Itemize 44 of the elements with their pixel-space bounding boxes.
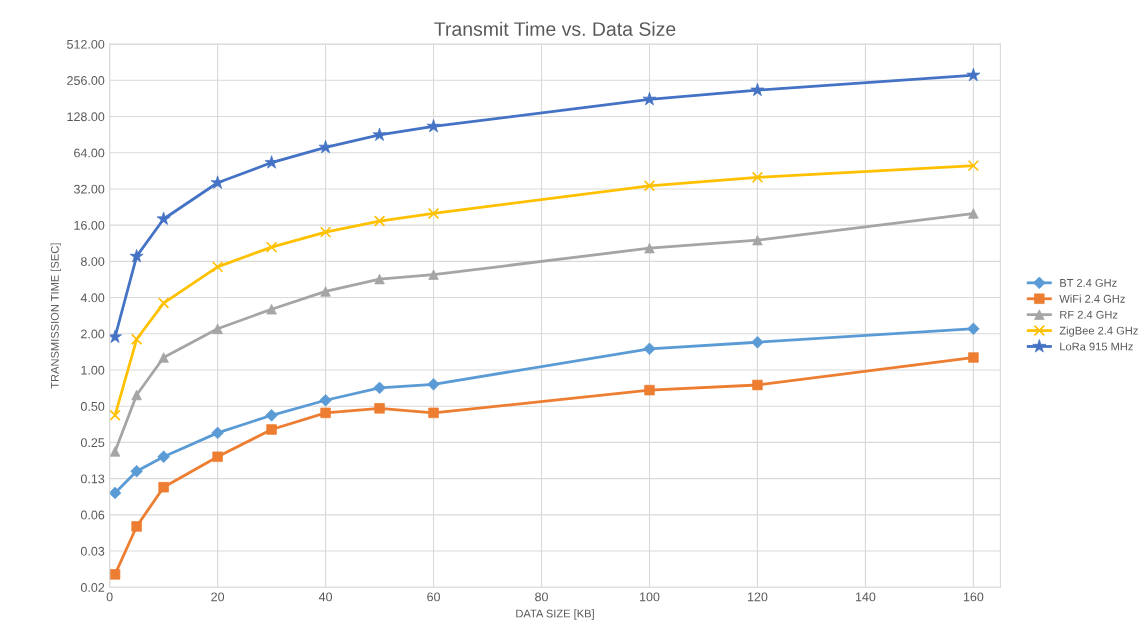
point: [643, 180, 656, 192]
point: [751, 171, 764, 183]
y-tick-label: 0.13: [80, 474, 105, 484]
legend-label: RF 2.4 GHz: [1060, 310, 1118, 319]
y-tick-label: 2.00: [81, 329, 105, 339]
y-tick-label: 512.00: [67, 39, 105, 49]
point: [211, 261, 224, 273]
x-axis-title: DATA SIZE [KB]: [516, 609, 594, 620]
point: [427, 207, 440, 220]
x-tick-label: 80: [535, 592, 548, 602]
point: [109, 409, 121, 421]
x-tick-label: 160: [963, 592, 984, 602]
x-tick-label: 0: [106, 592, 113, 602]
point: [157, 297, 170, 309]
point: [265, 241, 278, 253]
x-tick-label: 60: [427, 592, 441, 602]
y-axis-title: TRANSMISSION TIME [SEC]: [50, 243, 61, 389]
point: [373, 215, 386, 227]
y-tick-label: 4.00: [80, 293, 105, 303]
y-tick-label: 1.00: [81, 365, 105, 375]
y-tick-label: 0.06: [80, 510, 105, 520]
point: [967, 159, 980, 172]
y-tick-label: 0.50: [80, 401, 105, 411]
x-tick-label: 100: [640, 592, 660, 602]
y-tick-label: 8.00: [80, 257, 105, 266]
x-tick-label: 140: [855, 592, 876, 602]
y-tick-label: 128.00: [67, 112, 105, 122]
legend-label: ZigBee 2.4 GHz: [1059, 326, 1138, 337]
y-tick-label: 64.00: [74, 148, 105, 158]
x-tick-label: 40: [318, 592, 333, 602]
x-tick-label: 20: [211, 592, 225, 602]
legend-label: BT 2.4 GHz: [1060, 278, 1117, 287]
chart-title: Transmit Time vs. Data Size: [434, 21, 676, 36]
y-tick-label: 0.25: [80, 438, 105, 448]
point: [319, 226, 332, 238]
legend-label: WiFi 2.4 GHz: [1059, 294, 1125, 303]
y-tick-label: 16.00: [74, 220, 105, 230]
legend-label: LoRa 915 MHz: [1060, 342, 1133, 351]
y-tick-label: 0.03: [80, 546, 105, 556]
y-tick-label: 256.00: [67, 76, 105, 85]
y-tick-label: 32.00: [73, 184, 105, 194]
point: [130, 333, 143, 345]
x-tick-label: 120: [747, 592, 768, 602]
y-tick-label: 0.02: [80, 583, 105, 592]
